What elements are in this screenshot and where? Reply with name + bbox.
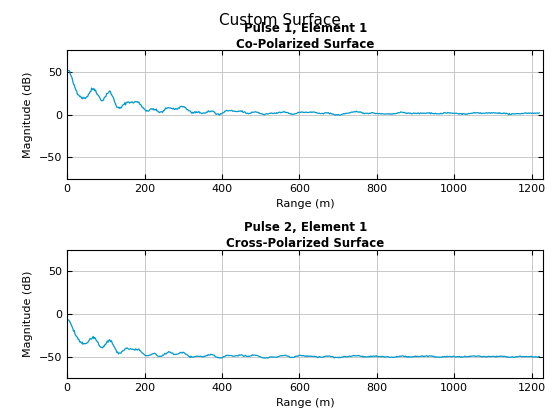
Text: Custom Surface: Custom Surface <box>219 13 341 28</box>
Title: Pulse 2, Element 1
Cross-Polarized Surface: Pulse 2, Element 1 Cross-Polarized Surfa… <box>226 221 384 250</box>
Y-axis label: Magnitude (dB): Magnitude (dB) <box>24 270 34 357</box>
X-axis label: Range (m): Range (m) <box>276 399 334 408</box>
X-axis label: Range (m): Range (m) <box>276 199 334 209</box>
Y-axis label: Magnitude (dB): Magnitude (dB) <box>24 71 34 158</box>
Title: Pulse 1, Element 1
Co-Polarized Surface: Pulse 1, Element 1 Co-Polarized Surface <box>236 21 375 51</box>
